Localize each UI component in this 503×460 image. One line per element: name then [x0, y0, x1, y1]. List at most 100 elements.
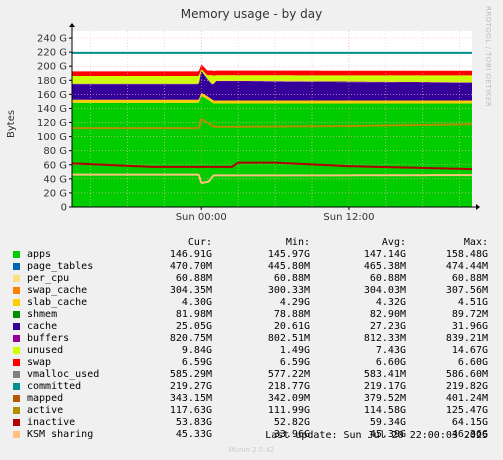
legend-swatch	[13, 311, 20, 318]
legend-max: 474.44M	[445, 261, 488, 272]
legend-avg: 60.88M	[369, 273, 406, 284]
legend-header-min: Min:	[285, 237, 310, 248]
legend-swatch	[13, 419, 20, 426]
legend-swatch	[13, 431, 20, 438]
legend-avg: 6.60G	[375, 357, 406, 368]
legend-min: 33.96G	[273, 429, 310, 440]
legend-swatch	[13, 383, 20, 390]
legend-cur: 585.29M	[169, 369, 212, 380]
legend-max: 4.51G	[457, 297, 488, 308]
legend-min: 4.29G	[279, 297, 310, 308]
legend-cur: 9.84G	[181, 345, 212, 356]
legend-row: mapped 343.15M 342.09M 379.52M 401.24M	[12, 393, 492, 405]
legend-max: 31.96G	[451, 321, 488, 332]
rrdtool-credit: RRDTOOL / TOBI OETIKER	[484, 6, 492, 108]
legend-cur: 45.33G	[175, 429, 212, 440]
legend-row: unused 9.84G 1.49G 7.43G 14.67G	[12, 345, 492, 357]
legend-name: vmalloc_used	[27, 369, 100, 380]
legend-max: 219.82G	[445, 381, 488, 392]
legend-swatch	[13, 371, 20, 378]
area-swap	[72, 64, 472, 76]
legend-row: cache 25.05G 20.61G 27.23G 31.96G	[12, 321, 492, 333]
legend-cur: 6.59G	[181, 357, 212, 368]
legend-cur: 470.70M	[169, 261, 212, 272]
legend-name: committed	[27, 381, 82, 392]
legend-max: 89.72M	[451, 309, 488, 320]
legend-row: swap_cache 304.35M 300.33M 304.03M 307.56M	[12, 285, 492, 297]
y-tick-label: 0	[61, 203, 67, 214]
y-tick-label: 180 G	[37, 76, 67, 87]
legend-min: 60.88M	[273, 273, 310, 284]
legend-min: 145.97G	[267, 249, 310, 260]
legend-avg: 219.17G	[363, 381, 406, 392]
legend-max: 401.24M	[445, 393, 488, 404]
legend-row: shmem 81.98M 78.88M 82.90M 89.72M	[12, 309, 492, 321]
legend-min: 445.80M	[267, 261, 310, 272]
x-tick-label: Sun 12:00	[323, 212, 374, 223]
legend-name: shmem	[27, 309, 58, 320]
legend-swatch	[13, 287, 20, 294]
area-slab-cache	[72, 93, 472, 104]
legend-min: 300.33M	[267, 285, 310, 296]
legend-row: inactive 53.83G 52.82G 59.34G 64.15G	[12, 417, 492, 429]
legend-avg: 114.58G	[363, 405, 406, 416]
legend-cur: 343.15M	[169, 393, 212, 404]
legend-cur: 25.05G	[175, 321, 212, 332]
y-tick-label: 40 G	[43, 174, 67, 185]
legend-swatch	[13, 275, 20, 282]
legend-name: page_tables	[27, 261, 94, 272]
legend-swatch	[13, 299, 20, 306]
legend-max: 839.21M	[445, 333, 488, 344]
legend-row: buffers 820.75M 802.51M 812.33M 839.21M	[12, 333, 492, 345]
legend-max: 6.60G	[457, 357, 488, 368]
y-tick-label: 120 G	[37, 118, 67, 129]
legend-min: 1.49G	[279, 345, 310, 356]
legend-min: 577.22M	[267, 369, 310, 380]
legend-avg: 304.03M	[363, 285, 406, 296]
legend-avg: 147.14G	[363, 249, 406, 260]
legend-swatch	[13, 263, 20, 270]
legend-cur: 146.91G	[169, 249, 212, 260]
legend-name: KSM sharing	[27, 429, 94, 440]
line-inactive	[71, 161, 473, 171]
legend-row: apps 146.91G 145.97G 147.14G 158.48G	[12, 249, 492, 261]
memory-chart: 0 20 G 40 G 60 G 80 G 100 G 120 G 140 G 160 G 180…	[37, 23, 480, 223]
legend-avg: 4.32G	[375, 297, 406, 308]
legend-name: unused	[27, 345, 64, 356]
legend-cur: 304.35M	[169, 285, 212, 296]
legend-swatch	[13, 395, 20, 402]
area-cache	[72, 71, 472, 101]
y-tick-label: 220 G	[37, 48, 67, 59]
legend-name: active	[27, 405, 64, 416]
legend-min: 218.77G	[267, 381, 310, 392]
legend-min: 802.51M	[267, 333, 310, 344]
legend-min: 78.88M	[273, 309, 310, 320]
legend-name: apps	[27, 249, 52, 260]
y-tick-label: 200 G	[37, 62, 67, 73]
legend-name: cache	[27, 321, 58, 332]
legend-header-max: Max:	[463, 237, 488, 248]
legend-row: committed 219.27G 218.77G 219.17G 219.82G	[12, 381, 492, 393]
y-axis-arrow	[69, 23, 75, 27]
legend-min: 20.61G	[273, 321, 310, 332]
legend-name: per_cpu	[27, 273, 70, 284]
legend-max: 158.48G	[445, 249, 488, 260]
legend-swatch	[13, 347, 20, 354]
legend-swatch	[13, 407, 20, 414]
legend-min: 342.09M	[267, 393, 310, 404]
legend-min: 6.59G	[279, 357, 310, 368]
legend-swatch	[13, 323, 20, 330]
legend-cur: 53.83G	[175, 417, 212, 428]
legend: Cur: Min: Avg: Max: apps 146.91G 145.97G 14…	[12, 237, 492, 441]
y-tick-label: 160 G	[37, 90, 67, 101]
legend-avg: 59.34G	[369, 417, 406, 428]
legend-cur: 60.88M	[175, 273, 212, 284]
legend-min: 111.99G	[267, 405, 310, 416]
legend-row: vmalloc_used 585.29M 577.22M 583.41M 586.60M	[12, 369, 492, 381]
legend-avg: 7.43G	[375, 345, 406, 356]
x-axis-arrow	[476, 204, 480, 210]
legend-cur: 81.98M	[175, 309, 212, 320]
legend-row: swap 6.59G 6.59G 6.60G 6.60G	[12, 357, 492, 369]
x-tick-label: Sun 00:00	[176, 212, 227, 223]
line-active	[72, 118, 473, 130]
